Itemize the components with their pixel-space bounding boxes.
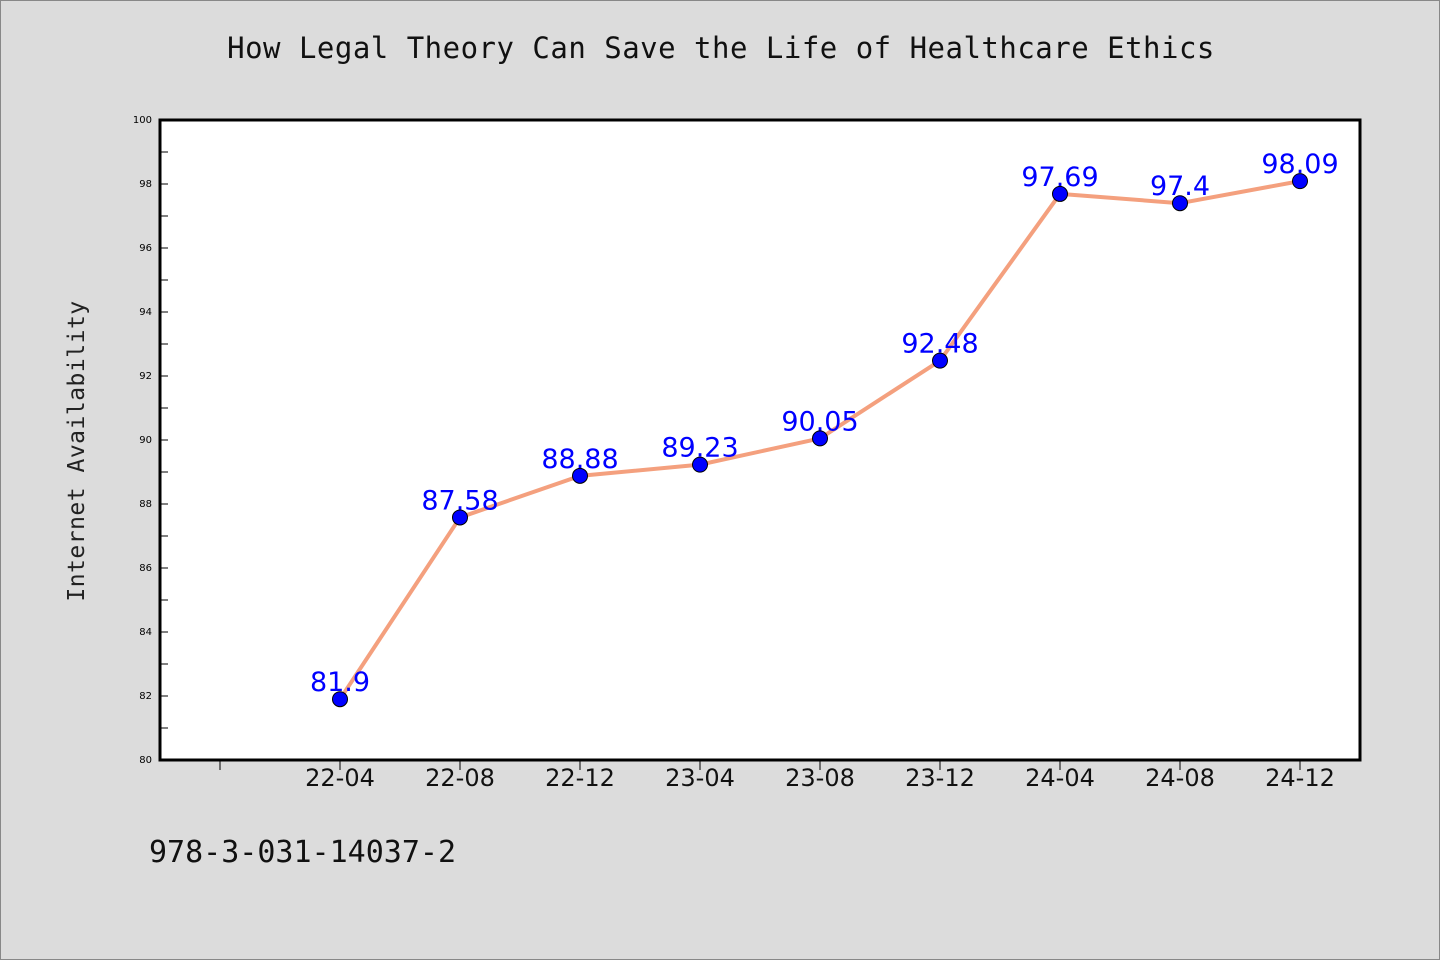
- x-tick-label: 23-12: [905, 764, 975, 792]
- plot-area: [158, 118, 1362, 762]
- data-point: [932, 352, 948, 369]
- y-tick-label: 92: [139, 371, 152, 382]
- y-tick-label: 86: [139, 563, 152, 574]
- y-tick-label: 94: [139, 307, 152, 318]
- x-tick-label: 22-04: [305, 764, 375, 792]
- isbn-footer: 978-3-031-14037-2: [149, 835, 457, 870]
- data-point: [1292, 173, 1308, 190]
- chart-title: How Legal Theory Can Save the Life of He…: [227, 31, 1215, 65]
- y-tick-label: 84: [139, 627, 152, 638]
- y-tick-label: 88: [139, 499, 152, 510]
- data-point: [572, 467, 588, 484]
- y-tick-label: 98: [139, 179, 152, 190]
- x-tick-label: 23-08: [785, 764, 855, 792]
- y-tick-label: 100: [133, 115, 152, 126]
- x-tick-label: 24-12: [1265, 764, 1335, 792]
- data-point: [452, 509, 468, 526]
- data-point: [1172, 195, 1188, 212]
- x-tick-label: 22-12: [545, 764, 615, 792]
- x-tick-label: 22-08: [425, 764, 495, 792]
- y-tick-label: 80: [139, 755, 152, 766]
- x-tick-label: 24-08: [1145, 764, 1215, 792]
- data-point: [692, 456, 708, 473]
- y-tick-label: 96: [139, 243, 152, 254]
- x-tick-label: 23-04: [665, 764, 735, 792]
- data-point: [1052, 185, 1068, 202]
- data-point: [812, 430, 828, 447]
- x-tick-label: 24-04: [1025, 764, 1095, 792]
- data-point: [332, 691, 348, 708]
- y-tick-label: 90: [139, 435, 152, 446]
- y-tick-label: 82: [139, 691, 152, 702]
